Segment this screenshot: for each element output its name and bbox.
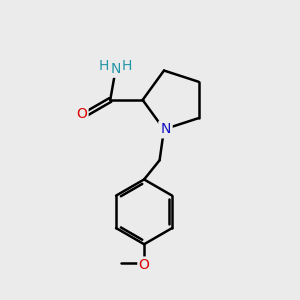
Text: N: N — [110, 62, 121, 76]
Text: H: H — [122, 58, 132, 73]
Text: O: O — [139, 258, 149, 272]
Text: N: N — [160, 122, 171, 136]
Text: O: O — [76, 107, 87, 121]
Text: H: H — [99, 58, 110, 73]
